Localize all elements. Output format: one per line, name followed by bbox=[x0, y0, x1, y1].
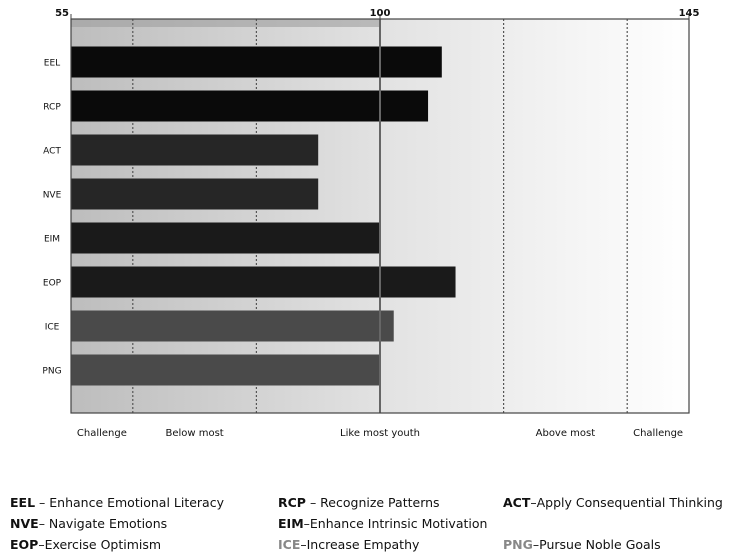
legend-row: EEL – Enhance Emotional Literacy RCP – Re… bbox=[10, 492, 745, 513]
legend-text: Apply Consequential Thinking bbox=[536, 495, 723, 510]
bar-chart: 55 100 145 EEL RCP ACT NVE EIM EOP ICE PNG Challe… bbox=[42, 8, 700, 439]
legend-text: Increase Empathy bbox=[306, 537, 420, 552]
legend-separator: – bbox=[303, 516, 310, 531]
legend-abbr: NVE bbox=[10, 516, 39, 531]
band-label: Challenge bbox=[77, 428, 127, 439]
legend-row: NVE– Navigate Emotions EIM–Enhance Intrin… bbox=[10, 513, 745, 534]
legend-item-eop: EOP–Exercise Optimism bbox=[10, 537, 278, 552]
top-tick-label: 55 bbox=[55, 8, 69, 19]
legend-separator: – bbox=[530, 495, 537, 510]
plot-top-strip bbox=[71, 19, 380, 27]
legend-separator: – bbox=[35, 495, 50, 510]
legend-separator: – bbox=[38, 516, 49, 531]
legend-separator: – bbox=[305, 495, 321, 510]
legend-item-rcp: RCP – Recognize Patterns bbox=[278, 495, 503, 510]
legend-abbr: ICE bbox=[278, 537, 301, 552]
category-label-png: PNG bbox=[42, 367, 61, 377]
top-tick-label: 145 bbox=[679, 8, 700, 19]
band-label: Challenge bbox=[633, 428, 683, 439]
band-label: Below most bbox=[165, 428, 223, 439]
bar-eel bbox=[71, 46, 442, 78]
bar-ice bbox=[71, 310, 394, 342]
legend-item-nve: NVE– Navigate Emotions bbox=[10, 516, 278, 531]
category-label-eop: EOP bbox=[43, 279, 62, 289]
legend-separator: – bbox=[38, 537, 45, 552]
legend-text: Navigate Emotions bbox=[48, 516, 168, 531]
legend-separator: – bbox=[300, 537, 307, 552]
bar-eim bbox=[71, 222, 380, 254]
legend-abbr: EIM bbox=[278, 516, 304, 531]
legend-text: Enhance Emotional Literacy bbox=[49, 495, 224, 510]
bar-png bbox=[71, 354, 380, 386]
legend-item-act: ACT–Apply Consequential Thinking bbox=[503, 495, 745, 510]
bar-act bbox=[71, 134, 319, 166]
legend-text: Recognize Patterns bbox=[320, 495, 440, 510]
band-label: Above most bbox=[536, 428, 596, 439]
bar-rcp bbox=[71, 90, 429, 122]
legend-abbr: ACT bbox=[503, 495, 531, 510]
legend-text: Enhance Intrinsic Motivation bbox=[309, 516, 488, 531]
band-label: Like most youth bbox=[340, 428, 420, 439]
legend-item-eim: EIM–Enhance Intrinsic Motivation bbox=[278, 516, 503, 531]
legend-text: Exercise Optimism bbox=[44, 537, 162, 552]
category-label-act: ACT bbox=[43, 147, 61, 157]
legend-item-eel: EEL – Enhance Emotional Literacy bbox=[10, 495, 278, 510]
legend-abbr: PNG bbox=[503, 537, 533, 552]
category-label-rcp: RCP bbox=[43, 103, 61, 113]
legend-abbr: EOP bbox=[10, 537, 39, 552]
category-label-eim: EIM bbox=[44, 235, 60, 245]
legend-abbr: EEL bbox=[10, 495, 36, 510]
category-label-ice: ICE bbox=[45, 323, 60, 333]
bar-eop bbox=[71, 266, 456, 298]
category-label-nve: NVE bbox=[43, 191, 62, 201]
legend: EEL – Enhance Emotional Literacy RCP – Re… bbox=[10, 492, 745, 555]
category-label-eel: EEL bbox=[44, 59, 60, 69]
top-tick-label: 100 bbox=[370, 8, 391, 19]
legend-abbr: RCP bbox=[278, 495, 306, 510]
legend-item-png: PNG–Pursue Noble Goals bbox=[503, 537, 745, 552]
legend-row: EOP–Exercise Optimism ICE–Increase Empath… bbox=[10, 534, 745, 555]
legend-item-ice: ICE–Increase Empathy bbox=[278, 537, 503, 552]
bar-nve bbox=[71, 178, 319, 210]
legend-text: Pursue Noble Goals bbox=[539, 537, 661, 552]
legend-separator: – bbox=[532, 537, 540, 552]
